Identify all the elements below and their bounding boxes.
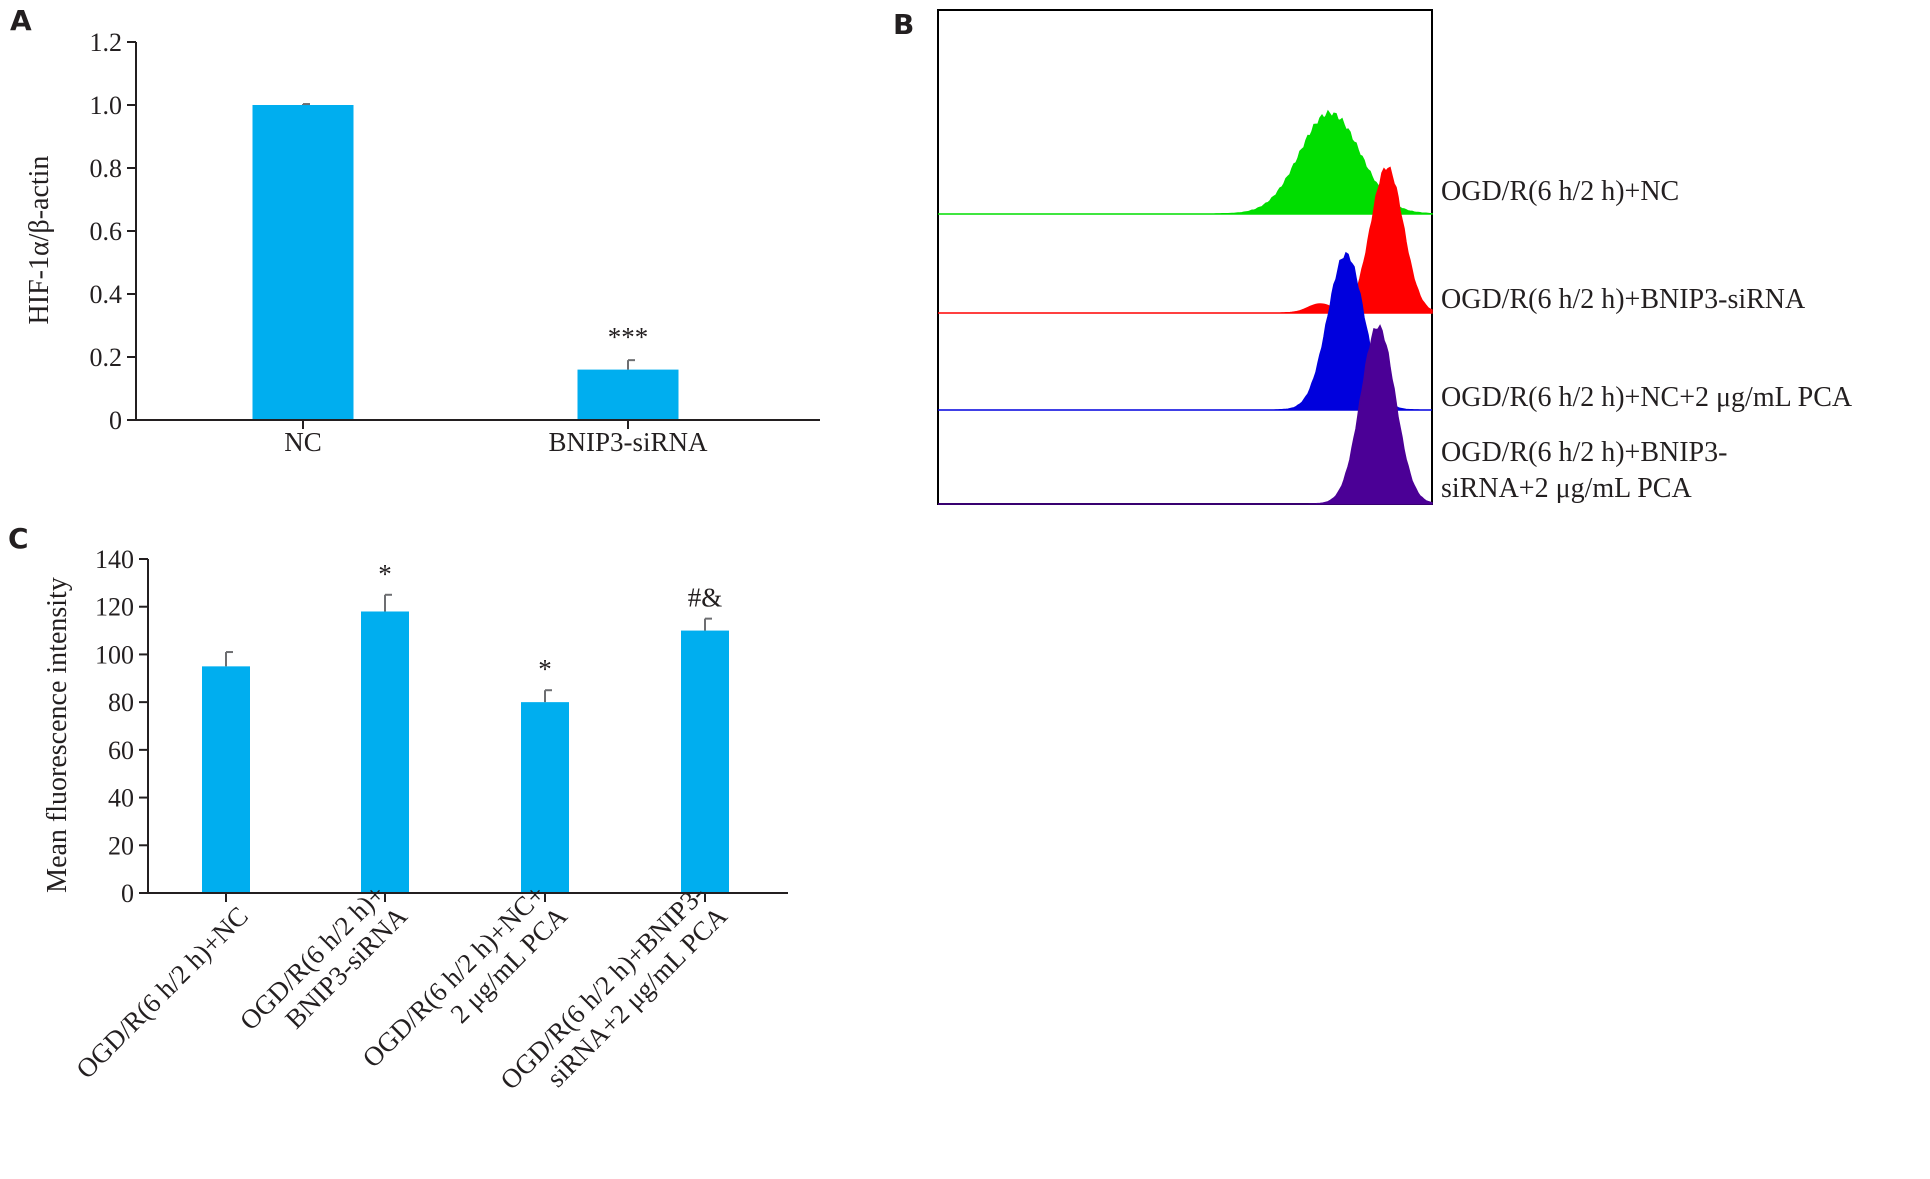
y-tick-label: 0 — [121, 879, 134, 908]
y-tick-label: 1.0 — [90, 91, 123, 120]
bar — [577, 369, 679, 420]
bar — [252, 105, 354, 420]
y-tick-label: 0.2 — [90, 343, 123, 372]
panel-c: C Mean fluorescence intensity 0 20 40 60 80 1… — [8, 522, 788, 1096]
legend-label: OGD/R(6 h/2 h)+BNIP3- — [1441, 437, 1727, 468]
y-tick-label: 120 — [95, 593, 134, 622]
category-label: OGD/R(6 h/2 h)+NC — [70, 901, 254, 1085]
panel-b: B OGD/R(6 h/2 h)+NC OGD/R(6 h/2 h)+BNIP3-… — [893, 8, 1853, 505]
category-label-group: OGD/R(6 h/2 h)+NC — [70, 901, 254, 1085]
panel-a-ticks: 0 0.2 0.4 0.6 0.8 1.0 1.2 — [90, 28, 136, 435]
histogram-overlay — [938, 109, 1433, 505]
panel-a-categories: NC BNIP3-siRNA — [284, 420, 708, 457]
legend-label: siRNA+2 μg/mL PCA — [1441, 473, 1692, 504]
panel-a: A HIF-1α/β-actin 0 0.2 0.4 0.6 0.8 1.0 1.2 ***… — [10, 4, 820, 457]
significance-label: * — [538, 654, 552, 684]
y-tick-label: 100 — [95, 640, 134, 669]
histogram-peak — [938, 109, 1433, 215]
y-tick-label: 60 — [108, 736, 134, 765]
panel-letter-c: C — [8, 522, 29, 555]
y-tick-label: 140 — [95, 545, 134, 574]
histogram-peak — [938, 324, 1433, 505]
bar — [361, 611, 409, 893]
panel-a-bars: *** — [252, 103, 679, 420]
y-tick-label: 20 — [108, 831, 134, 860]
panel-c-ticks: 0 20 40 60 80 100 120 140 — [95, 545, 148, 908]
category-label: BNIP3-siRNA — [548, 427, 708, 457]
y-tick-label: 80 — [108, 688, 134, 717]
legend-label: OGD/R(6 h/2 h)+NC+2 μg/mL PCA — [1441, 382, 1853, 413]
panel-c-ylabel-group: Mean fluorescence intensity — [42, 577, 73, 893]
bar — [681, 630, 729, 893]
histogram-peak — [938, 251, 1432, 411]
y-tick-label: 40 — [108, 784, 134, 813]
y-tick-label: 0 — [109, 406, 122, 435]
panel-letter-a: A — [10, 4, 32, 37]
significance-label: * — [378, 559, 392, 589]
significance-label: #& — [688, 583, 723, 613]
legend-label: OGD/R(6 h/2 h)+NC — [1441, 176, 1679, 207]
panel-c-ylabel: Mean fluorescence intensity — [42, 577, 73, 893]
y-tick-label: 0.4 — [90, 280, 123, 309]
bar — [202, 666, 250, 893]
significance-label: *** — [608, 322, 649, 352]
panel-a-ylabel-group: HIF-1α/β-actin — [24, 156, 55, 325]
category-label: siRNA+2 μg/mL PCA — [541, 900, 733, 1092]
panel-a-ylabel: HIF-1α/β-actin — [24, 156, 55, 325]
y-tick-label: 1.2 — [90, 28, 123, 57]
y-tick-label: 0.6 — [90, 217, 123, 246]
panel-letter-b: B — [893, 8, 914, 41]
legend-label: OGD/R(6 h/2 h)+BNIP3-siRNA — [1441, 284, 1806, 315]
bar — [521, 702, 569, 893]
category-label: NC — [284, 427, 322, 457]
panel-c-bars: * * #& — [202, 559, 729, 893]
y-tick-label: 0.8 — [90, 154, 123, 183]
